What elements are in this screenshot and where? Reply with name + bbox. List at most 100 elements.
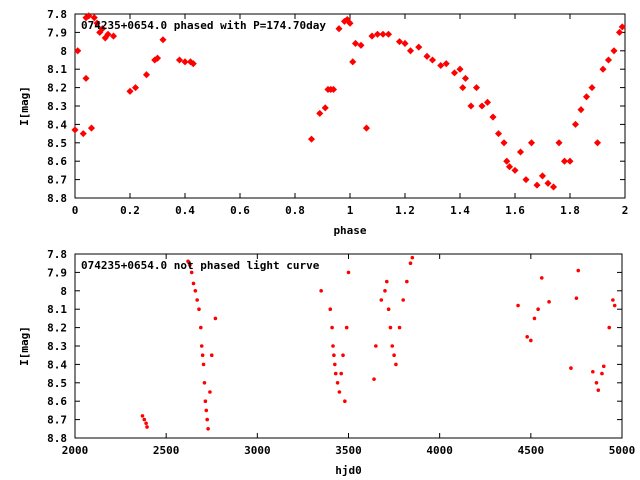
- x-tick-label: 5000: [609, 444, 636, 457]
- y-tick-label: 8.1: [47, 303, 67, 316]
- y-tick-label: 8.2: [47, 322, 67, 335]
- x-tick-label: 4500: [518, 444, 545, 457]
- data-point: [401, 298, 406, 302]
- data-point: [494, 130, 503, 138]
- data-point: [201, 362, 206, 367]
- data-point: [189, 270, 194, 275]
- data-point: [547, 300, 551, 304]
- y-tick-label: 7.8: [47, 248, 67, 261]
- x-tick-label: 3000: [244, 444, 271, 457]
- data-point: [153, 54, 162, 62]
- data-point: [140, 414, 145, 418]
- x-axis-label: hjd0: [335, 464, 362, 477]
- data-point: [339, 371, 344, 376]
- data-point: [503, 157, 511, 165]
- y-tick-label: 8: [60, 45, 67, 58]
- data-point: [532, 316, 537, 321]
- y-tick-label: 8: [60, 285, 67, 298]
- data-point: [87, 124, 96, 132]
- data-point: [571, 120, 580, 128]
- data-point: [483, 98, 492, 106]
- x-tick-label: 0.4: [175, 204, 195, 217]
- data-point: [333, 371, 338, 376]
- data-point: [533, 181, 541, 189]
- data-point: [328, 307, 333, 312]
- y-tick-label: 7.8: [47, 8, 67, 21]
- data-point: [489, 113, 497, 121]
- x-tick-label: 0: [72, 204, 79, 217]
- data-point: [607, 325, 612, 330]
- data-point: [202, 381, 207, 385]
- data-point: [423, 52, 431, 60]
- data-point: [195, 298, 199, 302]
- data-point: [383, 289, 387, 293]
- data-point: [442, 60, 450, 68]
- data-point: [208, 390, 212, 394]
- data-point: [351, 39, 360, 47]
- unphased-light-curve-panel: 2000 2500 3000 3500 4000 4500 5000 7.8 7.9 8 8.1 8.…: [18, 248, 635, 477]
- data-point: [384, 279, 389, 284]
- data-point: [388, 325, 393, 330]
- x-tick-label: 1.2: [395, 204, 415, 217]
- x-axis-label: phase: [333, 224, 366, 237]
- data-point: [544, 179, 552, 187]
- data-point: [197, 307, 201, 312]
- data-point: [437, 61, 445, 70]
- data-point: [397, 325, 402, 330]
- phased-light-curve-panel: 0 0.2 0.4 0.6 0.8 1 1.2 1.4 1.6 1.8 2 7.8 7.9 8 8.1 8.2…: [18, 8, 628, 237]
- y-tick-label: 8.3: [47, 100, 67, 113]
- data-point: [175, 56, 184, 64]
- data-point: [343, 399, 347, 404]
- data-point: [344, 325, 349, 330]
- data-point: [596, 388, 601, 392]
- data-point: [331, 344, 335, 348]
- data-point: [333, 362, 337, 367]
- data-point: [329, 85, 338, 93]
- y-tick-label: 8.1: [47, 63, 67, 76]
- data-point: [82, 74, 90, 82]
- data-point: [604, 56, 613, 64]
- data-point: [529, 338, 533, 343]
- data-point: [341, 353, 345, 358]
- data-point: [188, 263, 192, 267]
- x-tick-label: 0.2: [120, 204, 140, 217]
- plot-frame: [74, 253, 623, 439]
- data-point: [206, 427, 210, 431]
- x-tick-label: 1: [347, 204, 354, 217]
- data-point: [395, 38, 404, 46]
- data-point: [500, 139, 508, 147]
- y-tick-label: 8.8: [47, 432, 67, 445]
- data-point: [576, 268, 581, 273]
- y-tick-label: 8.5: [47, 377, 67, 390]
- data-point: [335, 25, 343, 33]
- data-point: [599, 65, 607, 73]
- data-point: [126, 87, 134, 95]
- data-point: [372, 377, 376, 381]
- data-point: [379, 30, 387, 38]
- y-tick-label: 8.7: [47, 174, 67, 187]
- data-point: [527, 139, 536, 147]
- data-point: [316, 109, 324, 117]
- data-point: [109, 32, 118, 40]
- y-tick-label: 8.4: [47, 118, 67, 131]
- data-point: [144, 421, 148, 426]
- y-tick-label: 8.3: [47, 340, 67, 353]
- data-point: [189, 60, 197, 68]
- plot-frame: [74, 13, 626, 199]
- data-point: [384, 30, 393, 38]
- x-tick-label: 0.6: [230, 204, 250, 217]
- data-point: [349, 58, 357, 66]
- data-point: [204, 408, 209, 413]
- data-point: [191, 281, 196, 286]
- data-point: [428, 56, 437, 64]
- data-point: [594, 381, 599, 385]
- data-point: [472, 84, 481, 92]
- data-point: [406, 47, 415, 55]
- data-point: [332, 353, 336, 358]
- data-point: [181, 58, 189, 66]
- data-point: [478, 102, 486, 110]
- y-tick-label: 8.7: [47, 414, 67, 427]
- data-point: [618, 23, 626, 31]
- data-point: [200, 353, 205, 358]
